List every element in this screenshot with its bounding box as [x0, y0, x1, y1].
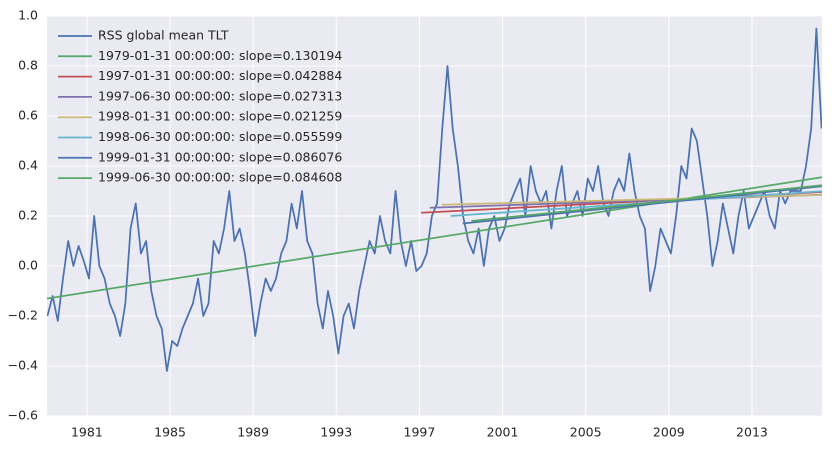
x-tick-label: 2013 [736, 425, 768, 440]
y-tick-label: −0.2 [8, 308, 38, 323]
y-tick-label: 1.0 [18, 8, 38, 23]
y-tick-label: 0.4 [18, 158, 38, 173]
x-tick-label: 1989 [237, 425, 269, 440]
data-line [441, 194, 822, 206]
legend-label: 1997-01-31 00:00:00: slope=0.042884 [98, 68, 342, 83]
data-line [462, 185, 822, 225]
y-tick-label: 0.8 [18, 58, 38, 73]
data-line [471, 184, 822, 222]
legend-label: 1998-01-31 00:00:00: slope=0.021259 [98, 109, 342, 124]
legend-label: 1998-06-30 00:00:00: slope=0.055599 [98, 129, 342, 144]
legend-label: 1997-06-30 00:00:00: slope=0.027313 [98, 88, 342, 103]
legend-label: 1999-06-30 00:00:00: slope=0.084608 [98, 170, 342, 185]
x-tick-label: 2001 [487, 425, 519, 440]
x-tick-label: 1993 [320, 425, 352, 440]
x-tick-label: 1985 [154, 425, 186, 440]
x-tick-label: 2009 [653, 425, 685, 440]
legend-label: RSS global mean TLT [98, 28, 229, 43]
x-tick-label: 2005 [570, 425, 602, 440]
y-tick-label: 0.2 [18, 208, 38, 223]
x-tick-label: 1997 [404, 425, 436, 440]
legend-label: 1999-01-31 00:00:00: slope=0.086076 [98, 149, 342, 164]
y-tick-label: 0.0 [18, 258, 38, 273]
y-tick-label: −0.4 [8, 358, 38, 373]
data-line [47, 27, 822, 372]
x-tick-label: 1981 [71, 425, 103, 440]
plot-lines [47, 27, 822, 372]
legend-label: 1979-01-31 00:00:00: slope=0.130194 [98, 48, 342, 63]
y-tick-label: −0.6 [8, 408, 38, 423]
y-tick-label: 0.6 [18, 108, 38, 123]
